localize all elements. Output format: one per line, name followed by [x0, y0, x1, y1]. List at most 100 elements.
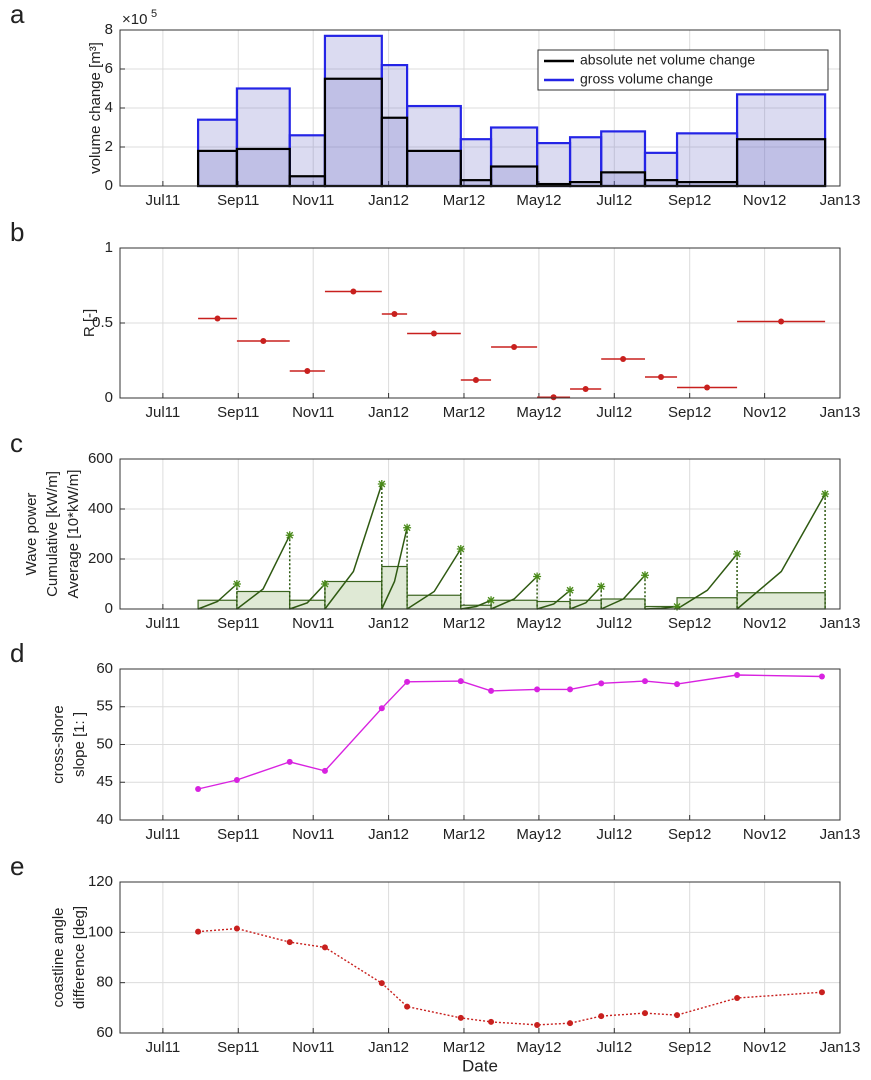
y-multiplier-exponent: 5 [151, 8, 157, 20]
point [641, 678, 648, 685]
point [658, 374, 665, 380]
panel-label: e [10, 851, 24, 881]
panel-label: c [10, 428, 23, 458]
x-tick-label: May12 [516, 404, 561, 421]
point [321, 767, 328, 774]
y-tick-label: 0 [105, 177, 113, 194]
x-tick-label: Nov11 [292, 192, 334, 209]
point [404, 678, 411, 685]
point [818, 673, 825, 680]
x-tick-label: Jan13 [820, 615, 861, 632]
point [818, 989, 825, 996]
x-tick-label: Nov11 [292, 404, 334, 421]
y-tick-label: 100 [88, 923, 113, 940]
y-tick-label: 2 [105, 138, 113, 155]
bar [324, 580, 383, 610]
x-tick-label: Jan13 [820, 404, 861, 421]
x-tick-label: Nov12 [743, 404, 786, 421]
bar [643, 179, 679, 188]
point [260, 338, 267, 344]
x-tick-label: Nov12 [743, 615, 786, 632]
panel-label: d [10, 638, 24, 668]
point [321, 944, 328, 951]
point [567, 1020, 574, 1027]
point [391, 311, 398, 317]
bar [490, 599, 538, 610]
x-tick-label: Nov11 [292, 1039, 334, 1056]
x-tick-label: Mar12 [443, 615, 486, 632]
point [534, 686, 541, 693]
point [734, 672, 741, 679]
legend-label: absolute net volume change [580, 52, 755, 68]
y-tick-label: 55 [96, 698, 113, 715]
plot-frame [119, 247, 841, 399]
point [550, 394, 557, 401]
x-tick-label: Sep12 [668, 192, 711, 209]
x-tick-label: Sep12 [668, 404, 711, 421]
bar [405, 104, 462, 188]
x-tick-label: Jan13 [820, 192, 861, 209]
asterisk-marker [821, 490, 830, 498]
x-tick-label: Nov12 [743, 826, 786, 843]
y-axis-label: slope [1: ] [71, 712, 88, 777]
point [488, 687, 495, 694]
bar [405, 149, 462, 188]
asterisk-marker [597, 582, 606, 591]
x-tick-label: Jul12 [596, 826, 632, 843]
y-tick-label: 400 [88, 500, 113, 517]
bar [736, 592, 826, 610]
bar [323, 34, 383, 188]
point [404, 1003, 411, 1010]
x-tick-label: Jul12 [596, 192, 632, 209]
y-axis-label: difference [deg] [71, 906, 88, 1009]
y-tick-label: 200 [88, 550, 113, 567]
x-tick-label: Jul12 [596, 615, 632, 632]
x-tick-label: Jul11 [146, 826, 181, 843]
asterisk-marker [673, 602, 682, 611]
legend-box [537, 49, 829, 91]
x-tick-label: Jan13 [820, 1039, 861, 1056]
point [598, 680, 605, 687]
y-tick-label: 80 [96, 974, 113, 991]
bar [380, 116, 409, 188]
x-tick-label: Jan12 [368, 404, 409, 421]
y-axis-label: volume change [m³] [87, 42, 104, 174]
point [430, 330, 437, 337]
x-tick-label: Sep12 [668, 1039, 711, 1056]
x-tick-label: May12 [516, 1039, 561, 1056]
x-tick-label: Jul12 [596, 1039, 632, 1056]
point [734, 995, 741, 1002]
bar [406, 594, 462, 610]
plot-frame [119, 29, 841, 187]
cumulative-line [197, 483, 826, 610]
x-tick-label: Sep12 [668, 826, 711, 843]
bar [735, 138, 827, 188]
asterisk-marker [487, 596, 496, 605]
point [511, 344, 518, 350]
asterisk-marker [285, 531, 294, 540]
x-tick-label: Sep11 [217, 192, 259, 209]
y-tick-label: 0 [105, 600, 113, 617]
x-tick-label: Sep11 [217, 404, 259, 421]
point [488, 1018, 495, 1025]
x-axis-label: Date [462, 1056, 498, 1075]
plot-frame [119, 458, 841, 610]
y-axis-label: Average [10*kW/m] [65, 470, 82, 599]
point [582, 386, 589, 392]
point [214, 315, 221, 322]
asterisk-marker [456, 545, 465, 553]
point [778, 318, 785, 325]
point [674, 681, 681, 688]
bar [568, 136, 603, 188]
y-tick-label: 120 [88, 873, 113, 890]
point [378, 980, 385, 987]
y-axis-label: cross-shore [50, 705, 67, 783]
point [195, 928, 202, 935]
point [286, 758, 293, 765]
point [641, 1010, 648, 1017]
y-tick-label: 60 [96, 660, 113, 677]
bar [235, 147, 291, 188]
bar [459, 138, 493, 188]
